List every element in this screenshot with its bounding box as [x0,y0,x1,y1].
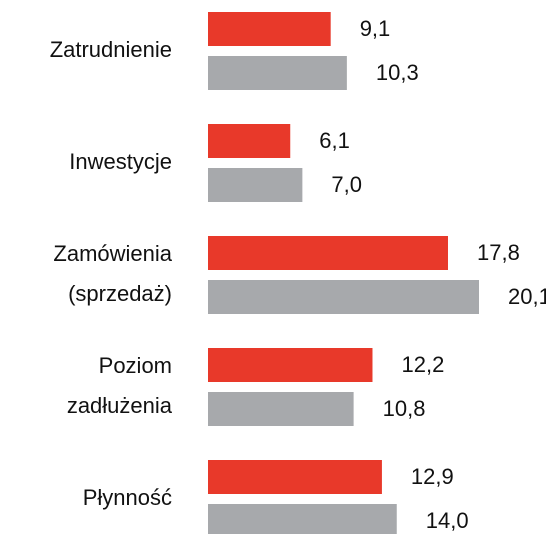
category-label: Zamówienia (sprzedaż) [53,241,172,306]
value-label: 6,1 [319,128,350,153]
value-label: 7,0 [331,172,362,197]
bar [208,460,382,494]
category-label: Poziom zadłużenia [66,353,172,418]
value-label: 9,1 [360,16,391,41]
value-label: 20,1 [508,284,546,309]
bar [208,392,354,426]
value-label: 14,0 [426,508,469,533]
bar [208,12,331,46]
value-label: 12,9 [411,464,454,489]
bar [208,280,479,314]
bar [208,124,291,158]
bar [208,236,448,270]
category-label: Płynność [82,485,172,510]
value-label: 17,8 [477,240,520,265]
value-label: 10,8 [383,396,426,421]
bar [208,56,347,90]
bar [208,348,373,382]
category-label: Zatrudnienie [49,37,172,62]
category-label: Inwestycje [69,149,172,174]
bar [208,504,397,534]
value-label: 10,3 [376,60,419,85]
bar [208,168,303,202]
value-label: 12,2 [401,352,444,377]
